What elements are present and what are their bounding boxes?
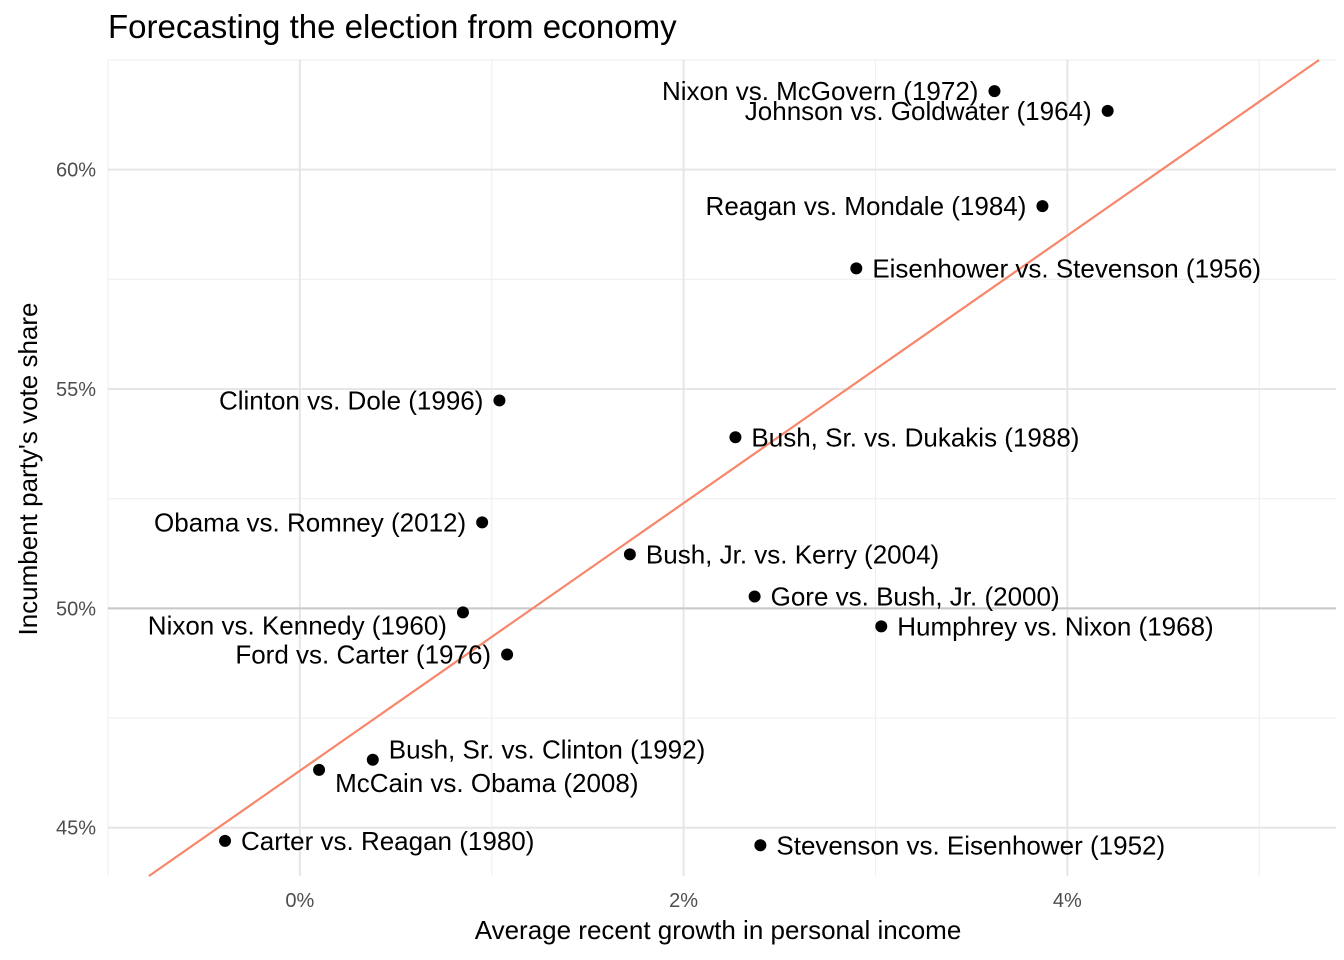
data-point [623,548,636,561]
point-label: Nixon vs. McGovern (1972) [662,76,978,106]
data-point [1101,104,1114,117]
x-axis-title: Average recent growth in personal income [475,915,962,945]
x-tick-label: 0% [285,890,314,912]
data-point [875,620,888,633]
x-tick-label: 4% [1053,890,1082,912]
point-labels: Nixon vs. McGovern (1972)Johnson vs. Gol… [148,76,1261,860]
x-tick-label: 2% [669,890,698,912]
point-label: Stevenson vs. Eisenhower (1952) [776,830,1165,860]
data-point [754,839,767,852]
data-point [366,753,379,766]
data-point [501,648,514,661]
y-tick-label: 55% [56,379,96,401]
grid-lines [107,59,1336,876]
data-points [219,85,1114,852]
data-point [219,834,232,847]
data-point [729,431,742,444]
point-label: Bush, Sr. vs. Dukakis (1988) [751,422,1079,452]
y-tick-label: 60% [56,160,96,182]
point-label: Johnson vs. Goldwater (1964) [745,96,1092,126]
chart-title: Forecasting the election from economy [108,8,677,45]
data-point [850,262,863,275]
point-label: Nixon vs. Kennedy (1960) [148,610,447,640]
data-point [313,763,326,776]
point-label: McCain vs. Obama (2008) [335,768,638,798]
point-label: Bush, Jr. vs. Kerry (2004) [646,539,939,569]
point-label: Ford vs. Carter (1976) [235,639,491,669]
point-label: Humphrey vs. Nixon (1968) [897,611,1213,641]
point-label: Clinton vs. Dole (1996) [219,385,483,415]
y-tick-label: 50% [56,598,96,620]
point-label: Reagan vs. Mondale (1984) [706,191,1027,221]
point-label: Carter vs. Reagan (1980) [241,826,534,856]
fit-line [148,59,1320,877]
data-point [988,85,1001,98]
fit-line-group [148,59,1320,877]
data-point [456,606,469,619]
axis-ticks: 0% 2% 4% 45% 50% 55% 60% [56,160,1082,912]
data-point [476,516,489,529]
point-label: Obama vs. Romney (2012) [154,507,466,537]
point-label: Eisenhower vs. Stevenson (1956) [872,253,1261,283]
y-axis-title: Incumbent party's vote share [13,302,43,635]
data-point [1036,200,1049,213]
point-label: Gore vs. Bush, Jr. (2000) [771,582,1060,612]
data-point [748,590,761,603]
y-tick-label: 45% [56,818,96,840]
point-label: Bush, Sr. vs. Clinton (1992) [389,735,705,765]
data-point [493,394,506,407]
